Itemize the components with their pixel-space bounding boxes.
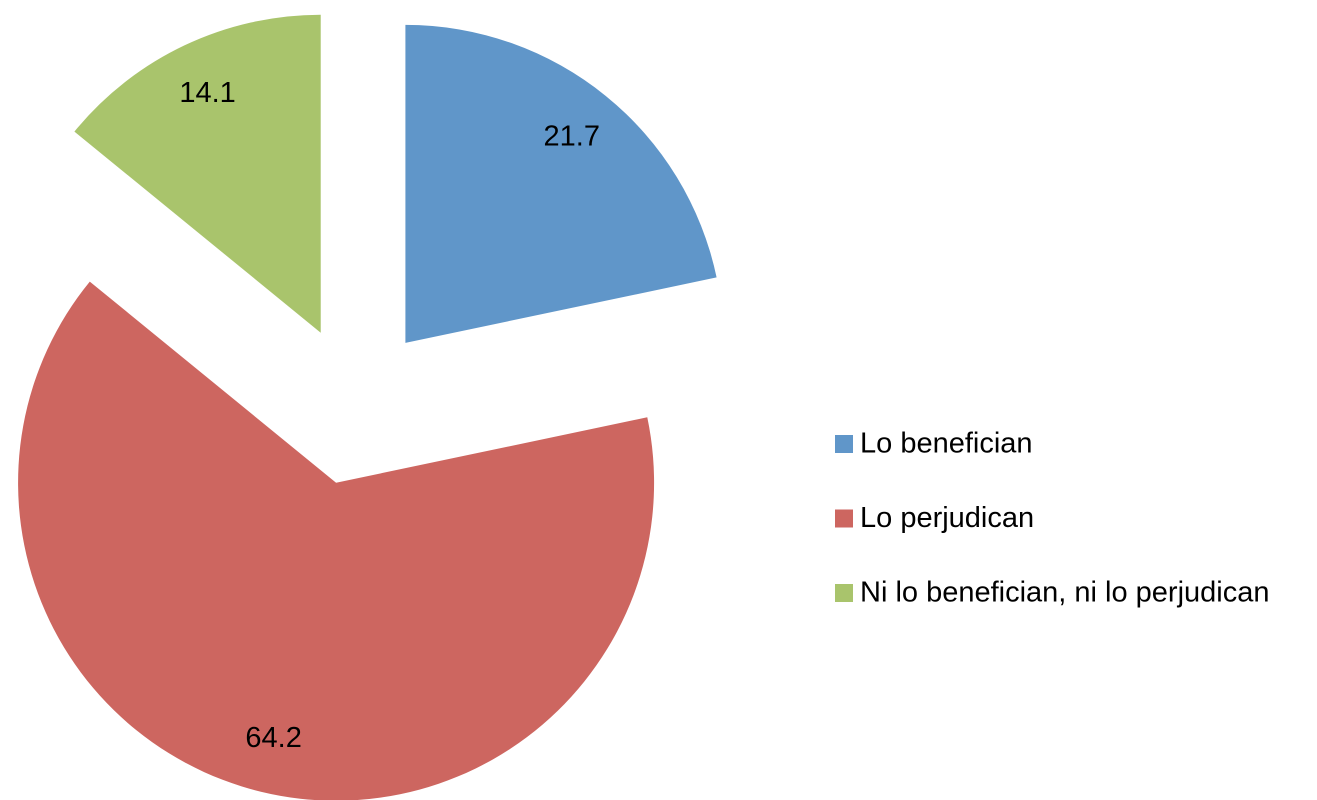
pie-slice: [405, 24, 717, 343]
data-label: 64.2: [245, 722, 301, 754]
legend-swatch: [835, 509, 853, 528]
legend-swatch: [835, 584, 853, 602]
legend-swatch: [835, 435, 853, 453]
legend-label: Lo benefician: [860, 428, 1033, 460]
data-label: 14.1: [179, 77, 235, 109]
pie-slice: [74, 14, 321, 333]
data-label: 21.7: [544, 121, 600, 153]
legend-label: Lo perjudican: [860, 502, 1034, 534]
pie-slice: [18, 281, 655, 800]
legend-label: Ni lo benefician, ni lo perjudican: [860, 577, 1269, 609]
